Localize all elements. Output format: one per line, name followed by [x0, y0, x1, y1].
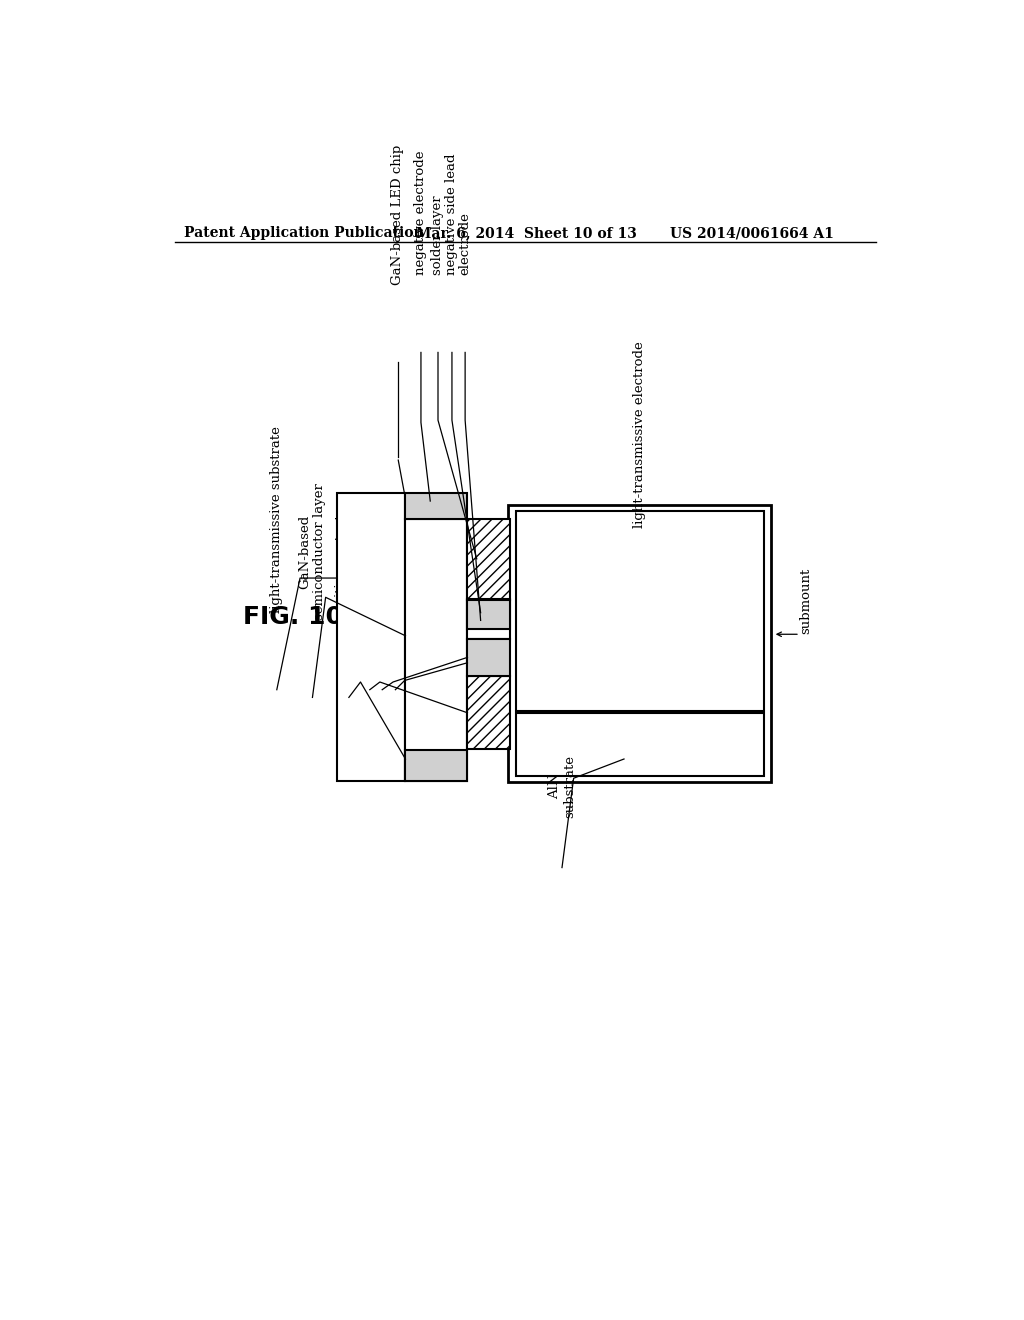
Bar — [467, 639, 510, 676]
Text: solder layer: solder layer — [431, 195, 444, 276]
Bar — [467, 599, 510, 628]
Bar — [467, 519, 510, 599]
Text: US 2014/0061664 A1: US 2014/0061664 A1 — [671, 226, 835, 240]
Text: negative side lead: negative side lead — [445, 154, 459, 276]
Bar — [467, 676, 510, 748]
Text: Mar. 6, 2014  Sheet 10 of 13: Mar. 6, 2014 Sheet 10 of 13 — [417, 226, 637, 240]
Text: FIG. 10: FIG. 10 — [243, 605, 343, 628]
Text: positive side lead: positive side lead — [376, 496, 389, 612]
Text: Patent Application Publication: Patent Application Publication — [183, 226, 424, 240]
Text: AlN
substrate: AlN substrate — [548, 755, 575, 817]
Bar — [406, 494, 467, 519]
Bar — [515, 511, 764, 711]
Text: electrode: electrode — [389, 550, 401, 612]
Bar — [406, 750, 467, 780]
Bar — [467, 599, 510, 639]
Text: GaN-based
semiconductor layer: GaN-based semiconductor layer — [298, 483, 327, 620]
Text: electrode: electrode — [459, 213, 472, 276]
Text: positive contact
electrode: positive contact electrode — [335, 515, 362, 620]
Bar — [515, 713, 764, 776]
Text: submount: submount — [800, 568, 813, 635]
Bar — [337, 494, 406, 780]
Bar — [508, 506, 771, 781]
Text: light-transmissive electrode: light-transmissive electrode — [633, 342, 646, 528]
Text: GaN-based LED chip: GaN-based LED chip — [391, 145, 404, 285]
Text: light-transmissive substrate: light-transmissive substrate — [270, 426, 284, 612]
Text: negative electrode: negative electrode — [415, 150, 427, 276]
Bar — [406, 519, 467, 780]
Text: solder layer: solder layer — [364, 533, 376, 612]
